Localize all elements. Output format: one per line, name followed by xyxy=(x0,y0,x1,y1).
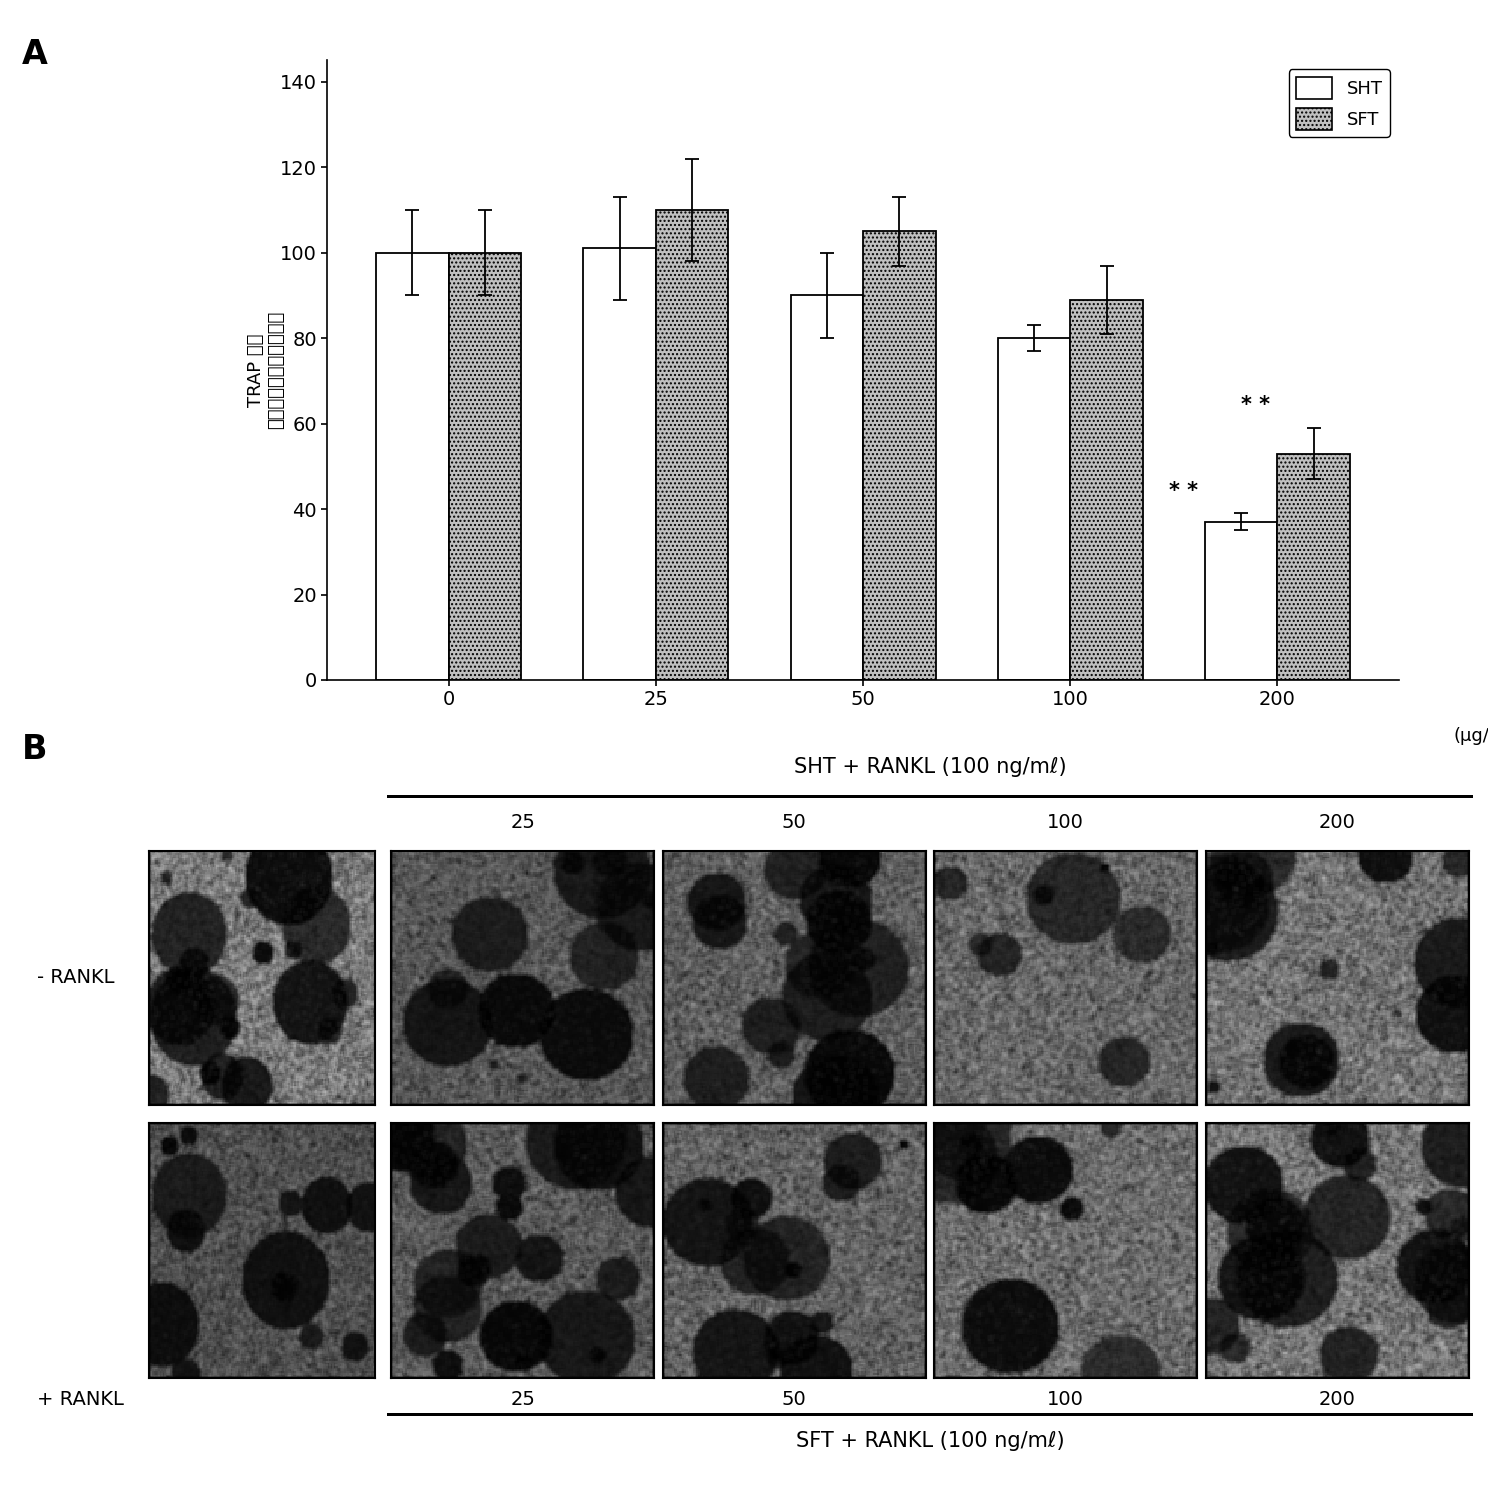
Text: * *: * * xyxy=(1241,394,1271,416)
Bar xyxy=(656,210,728,680)
Text: - RANKL: - RANKL xyxy=(37,969,115,988)
Legend: SHT, SFT: SHT, SFT xyxy=(1289,70,1390,138)
Text: 25: 25 xyxy=(510,1390,536,1410)
Text: 50: 50 xyxy=(781,813,806,833)
Text: (μg/mℓ): (μg/mℓ) xyxy=(1454,727,1488,745)
Bar xyxy=(790,296,863,680)
Bar xyxy=(1070,299,1143,680)
Text: SFT + RANKL (100 ng/mℓ): SFT + RANKL (100 ng/mℓ) xyxy=(796,1431,1064,1451)
Text: * *: * * xyxy=(1168,480,1198,500)
Text: 25: 25 xyxy=(510,813,536,833)
Y-axis label: TRAP 活性
（相对对照组的百分比）: TRAP 活性 （相对对照组的百分比） xyxy=(247,311,286,429)
Bar xyxy=(448,252,521,680)
Text: 100: 100 xyxy=(1048,1390,1085,1410)
Text: A: A xyxy=(22,38,48,71)
Bar xyxy=(583,248,656,680)
Text: 100: 100 xyxy=(1048,813,1085,833)
Text: B: B xyxy=(22,733,48,766)
Bar xyxy=(863,231,936,680)
Bar xyxy=(376,252,448,680)
Text: 200: 200 xyxy=(1318,813,1356,833)
Bar xyxy=(1278,453,1350,680)
Text: 200: 200 xyxy=(1318,1390,1356,1410)
Text: + RANKL: + RANKL xyxy=(37,1390,124,1410)
Text: 50: 50 xyxy=(781,1390,806,1410)
Bar xyxy=(1205,521,1278,680)
Text: SHT + RANKL (100 ng/mℓ): SHT + RANKL (100 ng/mℓ) xyxy=(793,757,1067,777)
Bar xyxy=(998,338,1070,680)
